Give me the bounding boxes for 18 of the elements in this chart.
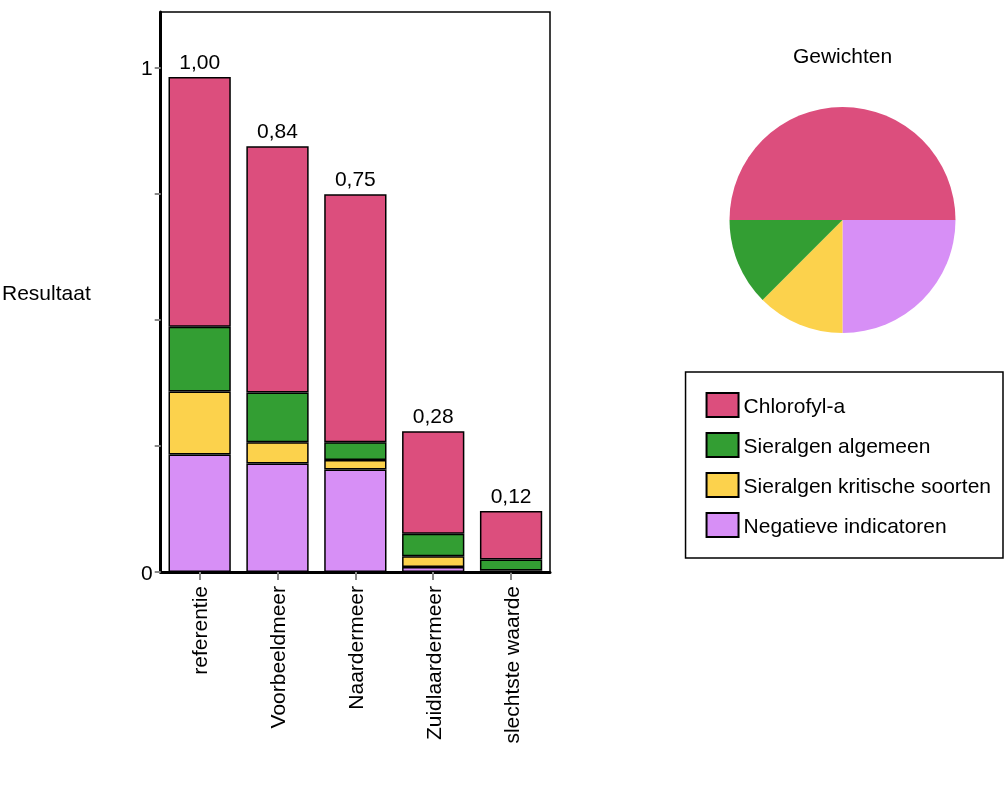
legend-label: Sieralgen kritische soorten [743,473,992,497]
y-tick-label: 1 [141,56,153,79]
total-label: 0,84 [257,119,299,143]
y-axis-title: Resultaat [2,280,91,304]
chart-title: Gewichten [792,44,893,67]
total-label: 0,75 [334,167,376,191]
legend-label: Negatieve indicatoren [743,513,947,537]
total-label: 0,12 [490,483,532,507]
x-tick-label: referentie [188,586,212,675]
x-tick-label: Zuidlaardermeer [421,586,445,741]
x-tick-label: slechtste waarde [499,586,523,744]
legend-label: Sieralgen algemeen [743,433,931,457]
x-tick-label: Naardermeer [343,586,367,710]
x-tick-label: Voorbeeldmeer [266,586,289,729]
total-label: 1,00 [179,50,221,74]
legend-label: Chlorofyl-a [743,393,846,417]
total-label: 0,28 [412,404,454,428]
y-tick-label: 0 [141,560,153,584]
